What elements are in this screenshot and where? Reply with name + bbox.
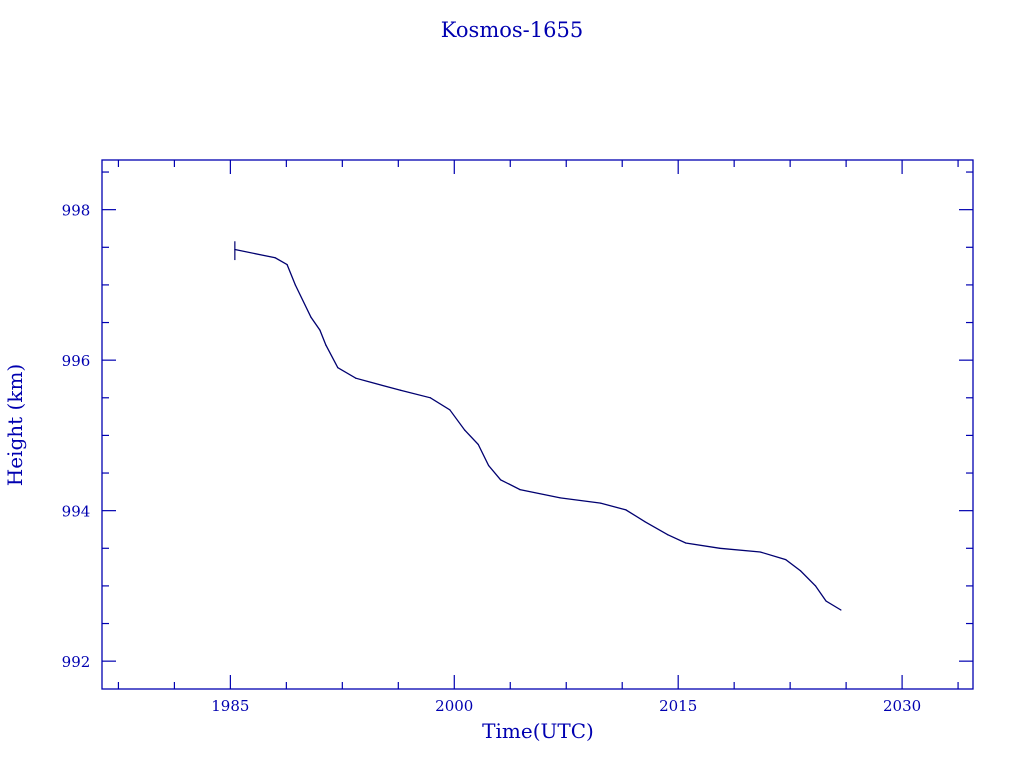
data-point (294, 284, 296, 286)
data-point (286, 263, 288, 266)
data-point (337, 367, 339, 369)
data-point (464, 429, 466, 431)
data-point (499, 479, 502, 481)
height-series-line (234, 248, 842, 611)
data-point (325, 344, 327, 346)
y-tick-label: 992 (62, 653, 91, 671)
chart-title: Kosmos-1655 (441, 18, 583, 42)
plot-frame (101, 159, 974, 690)
data-point (814, 585, 817, 587)
data-point (488, 464, 490, 467)
data-point (625, 509, 627, 511)
data-point (719, 547, 721, 549)
data-point (519, 488, 521, 491)
data-point (310, 316, 312, 318)
data-point (759, 551, 761, 553)
data-point (274, 257, 276, 259)
y-tick-label: 996 (62, 352, 91, 370)
data-point (559, 497, 561, 499)
data-point (785, 558, 787, 561)
x-tick-label: 1985 (211, 697, 249, 715)
data-point (685, 542, 687, 544)
data-point (840, 609, 842, 611)
data-point (667, 534, 669, 536)
data-point (429, 397, 431, 399)
data-point (644, 521, 646, 523)
x-tick-label: 2030 (883, 697, 921, 715)
y-tick-label: 994 (62, 503, 91, 521)
data-point (319, 329, 321, 331)
y-tick-label: 998 (62, 202, 91, 220)
x-tick-label: 2000 (435, 697, 473, 715)
data-point (477, 443, 479, 446)
data-point (799, 570, 802, 572)
y-axis-label: Height (km) (3, 364, 27, 486)
data-point (355, 377, 357, 379)
x-axis-label: Time(UTC) (482, 719, 594, 743)
data-point (449, 409, 451, 411)
data-point (825, 600, 827, 602)
data-point (399, 389, 402, 391)
x-tick-label: 2015 (659, 697, 697, 715)
data-point (599, 502, 602, 504)
